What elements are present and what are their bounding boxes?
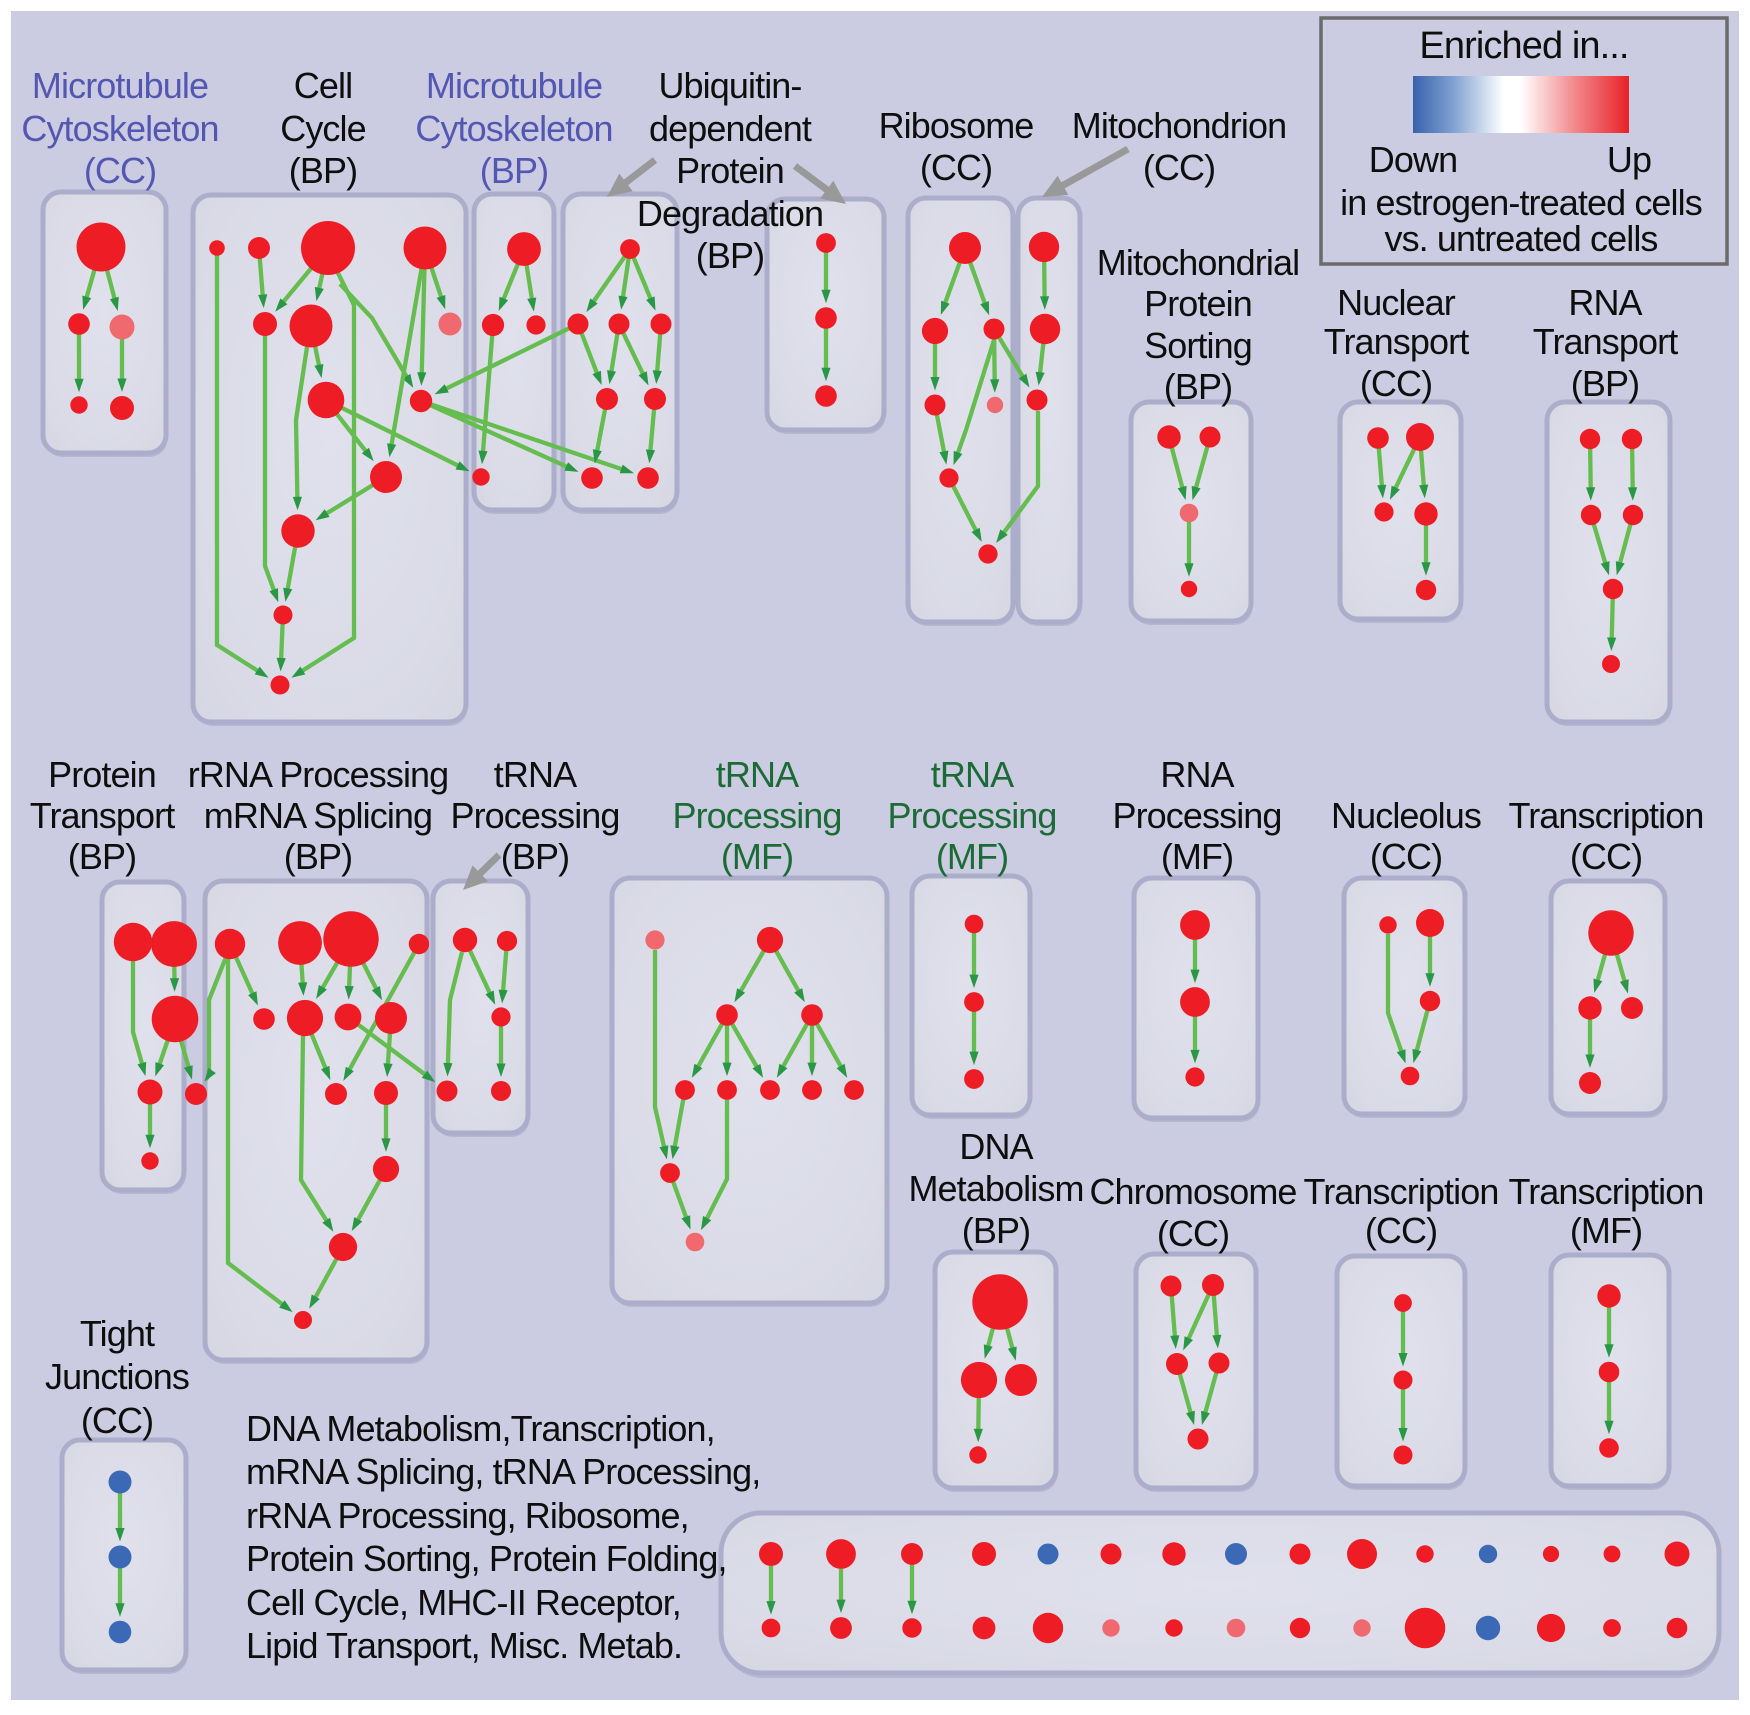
- svg-text:Processing: Processing: [1112, 795, 1281, 836]
- svg-text:RNA: RNA: [1160, 754, 1234, 795]
- svg-text:Sorting: Sorting: [1144, 325, 1252, 366]
- svg-text:Protein: Protein: [1144, 283, 1252, 324]
- svg-text:(BP): (BP): [68, 836, 136, 877]
- svg-text:Processing: Processing: [672, 795, 841, 836]
- svg-text:Ribosome: Ribosome: [879, 105, 1034, 146]
- svg-text:(CC): (CC): [1370, 836, 1442, 877]
- svg-text:(BP): (BP): [480, 150, 548, 191]
- svg-text:DNA: DNA: [959, 1126, 1033, 1167]
- svg-text:Cell Cycle, MHC-II Receptor,: Cell Cycle, MHC-II Receptor,: [246, 1582, 681, 1623]
- svg-text:Protein: Protein: [48, 754, 156, 795]
- svg-text:(CC): (CC): [81, 1400, 153, 1441]
- svg-text:Protein Sorting, Protein Foldi: Protein Sorting, Protein Folding,: [246, 1538, 727, 1579]
- svg-text:Transcription: Transcription: [1508, 1171, 1703, 1212]
- svg-text:Nuclear: Nuclear: [1337, 282, 1456, 323]
- svg-text:(CC): (CC): [84, 150, 156, 191]
- svg-text:Processing: Processing: [450, 795, 619, 836]
- svg-text:Cytoskeleton: Cytoskeleton: [415, 108, 612, 149]
- svg-text:Mitochondrial: Mitochondrial: [1097, 242, 1299, 283]
- svg-text:(MF): (MF): [1570, 1210, 1642, 1251]
- svg-text:(MF): (MF): [936, 836, 1008, 877]
- svg-text:(MF): (MF): [721, 836, 793, 877]
- svg-text:Tight: Tight: [80, 1313, 155, 1354]
- svg-text:tRNA: tRNA: [494, 754, 577, 795]
- svg-text:(BP): (BP): [289, 150, 357, 191]
- svg-text:Nucleolus: Nucleolus: [1331, 795, 1481, 836]
- svg-text:Cycle: Cycle: [280, 108, 366, 149]
- svg-text:Protein: Protein: [676, 150, 784, 191]
- svg-text:Microtubule: Microtubule: [426, 65, 602, 106]
- svg-text:Up: Up: [1607, 139, 1651, 180]
- svg-text:in estrogen-treated cells: in estrogen-treated cells: [1340, 182, 1702, 223]
- svg-text:(BP): (BP): [696, 235, 764, 276]
- svg-text:Cell: Cell: [294, 65, 352, 106]
- svg-text:rRNA Processing: rRNA Processing: [188, 754, 449, 795]
- svg-text:DNA Metabolism,Transcription,: DNA Metabolism,Transcription,: [246, 1408, 715, 1449]
- svg-text:(MF): (MF): [1161, 836, 1233, 877]
- svg-text:Lipid Transport, Misc. Metab.: Lipid Transport, Misc. Metab.: [246, 1625, 682, 1666]
- svg-text:RNA: RNA: [1568, 282, 1642, 323]
- svg-text:mRNA Splicing: mRNA Splicing: [204, 795, 432, 836]
- svg-text:mRNA Splicing, tRNA Processing: mRNA Splicing, tRNA Processing,: [246, 1451, 760, 1492]
- svg-text:Junctions: Junctions: [45, 1356, 189, 1397]
- svg-text:(BP): (BP): [1571, 363, 1639, 404]
- svg-text:Degradation: Degradation: [637, 193, 823, 234]
- svg-text:(BP): (BP): [284, 836, 352, 877]
- svg-text:(BP): (BP): [501, 836, 569, 877]
- svg-text:Transcription: Transcription: [1303, 1171, 1498, 1212]
- svg-text:Transcription: Transcription: [1508, 795, 1703, 836]
- svg-text:(CC): (CC): [1157, 1213, 1229, 1254]
- svg-text:(BP): (BP): [962, 1210, 1030, 1251]
- svg-text:Enriched in...: Enriched in...: [1419, 25, 1628, 67]
- svg-text:Transport: Transport: [1324, 321, 1470, 362]
- svg-text:Processing: Processing: [887, 795, 1056, 836]
- svg-text:Cytoskeleton: Cytoskeleton: [21, 108, 218, 149]
- svg-text:Transport: Transport: [30, 795, 176, 836]
- svg-text:rRNA Processing, Ribosome,: rRNA Processing, Ribosome,: [246, 1495, 689, 1536]
- svg-text:Down: Down: [1369, 139, 1457, 180]
- svg-text:(CC): (CC): [1360, 363, 1432, 404]
- svg-text:dependent: dependent: [649, 108, 812, 149]
- svg-text:(CC): (CC): [1365, 1210, 1437, 1251]
- svg-text:(BP): (BP): [1164, 366, 1232, 407]
- svg-text:(CC): (CC): [1143, 147, 1215, 188]
- svg-text:tRNA: tRNA: [931, 754, 1014, 795]
- svg-text:(CC): (CC): [920, 147, 992, 188]
- svg-text:(CC): (CC): [1570, 836, 1642, 877]
- svg-text:Ubiquitin-: Ubiquitin-: [658, 65, 801, 106]
- svg-text:Microtubule: Microtubule: [32, 65, 208, 106]
- svg-text:Metabolism: Metabolism: [908, 1168, 1083, 1209]
- svg-text:vs. untreated cells: vs. untreated cells: [1384, 218, 1657, 259]
- svg-text:Chromosome: Chromosome: [1089, 1171, 1296, 1212]
- svg-text:Transport: Transport: [1533, 321, 1679, 362]
- svg-text:tRNA: tRNA: [716, 754, 799, 795]
- svg-text:Mitochondrion: Mitochondrion: [1072, 105, 1286, 146]
